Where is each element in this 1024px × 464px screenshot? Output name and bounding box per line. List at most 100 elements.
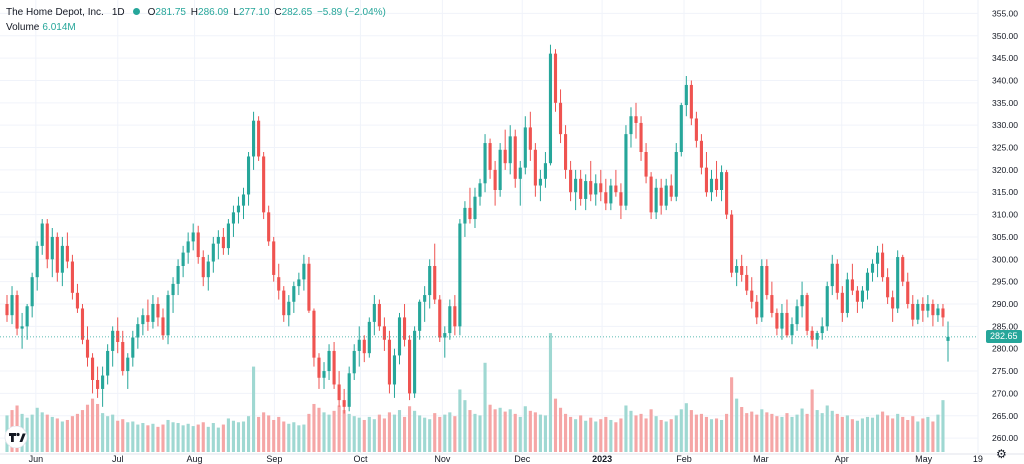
open-label: O [147, 7, 156, 18]
volume-bar [101, 413, 105, 452]
candle-body [760, 266, 764, 318]
candle-body [176, 266, 180, 284]
candle-body [297, 279, 301, 287]
volume-bar [342, 410, 346, 452]
candle-body [528, 127, 532, 150]
volume-bar [780, 416, 784, 452]
candle-body [372, 304, 376, 322]
volume-bar [65, 419, 69, 452]
candle-body [121, 342, 125, 372]
gear-icon[interactable]: ⚙ [996, 447, 1007, 461]
price-axis[interactable]: 355.00 350.00 345.00 340.00 335.00 330.00 325.… [992, 8, 1018, 443]
candle-body [80, 308, 85, 340]
volume-bar [75, 413, 80, 452]
volume-bar [322, 412, 326, 452]
time-tick-label: Nov [434, 454, 451, 464]
candle-body [402, 317, 407, 340]
volume-bar [760, 409, 764, 452]
candle-body [906, 281, 910, 304]
candle-body [483, 143, 487, 184]
candle-body [881, 252, 885, 278]
volume-bar [352, 416, 356, 452]
candle-body [418, 301, 422, 331]
volume-bar [151, 423, 155, 452]
time-tick-label: Apr [835, 454, 849, 464]
volume-bar [287, 423, 291, 452]
candle-body [634, 116, 638, 123]
candle-body [916, 304, 920, 320]
price-tick-label: 270.00 [992, 388, 1018, 398]
symbol-name[interactable]: The Home Depot, Inc. [6, 7, 104, 18]
candle-body [156, 304, 160, 318]
volume-bar [926, 416, 930, 452]
candle-body [221, 236, 225, 249]
candle-body [619, 192, 623, 206]
volume-bar [921, 418, 925, 452]
candle-body [387, 339, 391, 385]
interval-label[interactable]: 1D [111, 7, 125, 18]
volume-bar [126, 422, 130, 452]
candle-body [458, 223, 462, 327]
volume-bar [397, 410, 402, 452]
price-tick-label: 345.00 [992, 53, 1018, 63]
volume-bar [312, 403, 316, 452]
candle-body [433, 266, 437, 300]
volume-bar [357, 417, 361, 452]
candle-body [780, 312, 784, 329]
candle-body [96, 380, 100, 389]
candle-body [911, 304, 915, 320]
candle-body [322, 371, 326, 378]
change-value: −5.89 (−2.04%) [316, 7, 386, 18]
volume-bar [146, 425, 150, 452]
candle-body [936, 308, 940, 316]
volume-bar [886, 415, 890, 452]
candle-body [886, 277, 890, 298]
candle-body [901, 257, 905, 282]
candle-body [750, 290, 754, 302]
volume-bar [468, 410, 472, 452]
volume-bar [896, 413, 900, 452]
candle-body [191, 232, 195, 242]
candle-body [649, 176, 653, 213]
volume-bar [513, 413, 517, 452]
candle-body [629, 116, 633, 135]
candle-body [493, 169, 497, 190]
time-tick-label: Oct [353, 454, 368, 464]
tradingview-logo-icon[interactable] [4, 426, 28, 448]
volume-bar [815, 410, 819, 452]
volume-bar [614, 422, 618, 452]
candle-body [725, 172, 729, 215]
volume-bars [5, 333, 945, 452]
volume-bar [478, 415, 482, 452]
candle-body [312, 310, 316, 358]
candle-body [921, 304, 925, 311]
volume-bar [931, 421, 935, 452]
candle-body [317, 357, 321, 378]
volume-bar [171, 422, 175, 452]
volume-bar [453, 416, 457, 452]
candle-body [926, 304, 930, 311]
price-tick-label: 350.00 [992, 31, 1018, 41]
candle-body [428, 266, 432, 296]
candle-body [252, 120, 256, 157]
candle-body [241, 194, 246, 206]
volume-bar [35, 407, 39, 452]
volume-bar [332, 410, 336, 452]
candle-body [111, 330, 115, 351]
candle-body [267, 212, 271, 242]
volume-bar [50, 416, 54, 452]
volume-bar [875, 414, 880, 452]
volume-bar [166, 419, 170, 452]
volume-bar [684, 403, 688, 452]
candle-body [850, 279, 854, 291]
candle-body [60, 245, 64, 273]
volume-bar [423, 417, 427, 452]
candle-body [795, 306, 799, 325]
volume-bar [277, 416, 281, 452]
volume-bar [236, 422, 241, 452]
candle-body [790, 324, 794, 336]
volume-bar [191, 426, 195, 452]
time-axis[interactable]: Jun Jul Aug Sep Oct Nov Dec 2023 Feb Mar Apr May 19 [29, 454, 983, 464]
candle-body [257, 120, 261, 157]
